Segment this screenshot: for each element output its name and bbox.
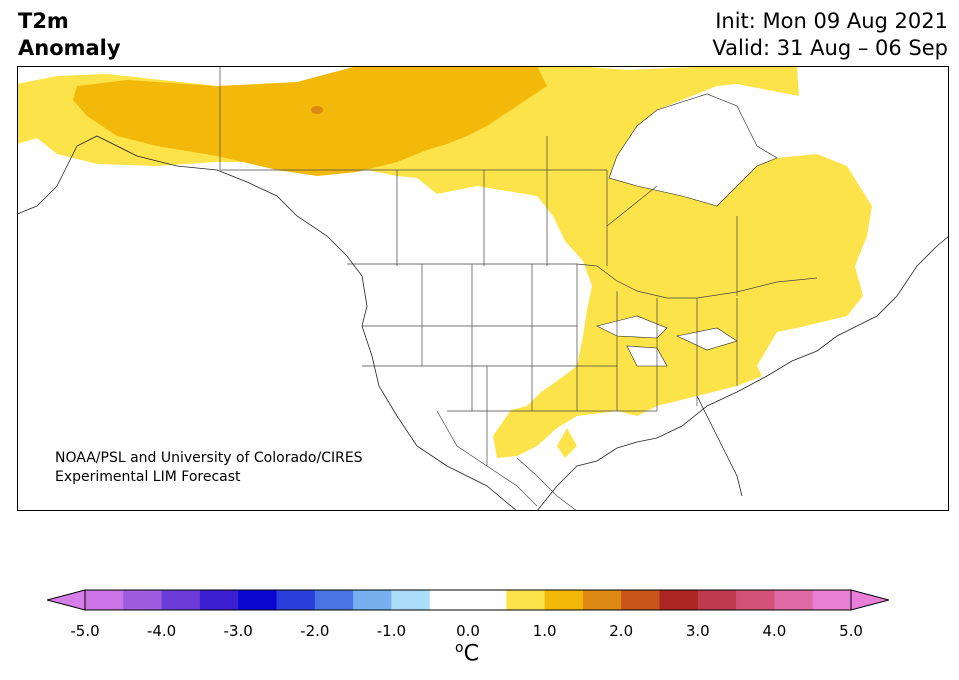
colorbar-bin [123,590,163,610]
colorbar-bin [353,590,392,610]
colorbar-bin [85,590,124,610]
title-line-1: T2m [18,9,69,33]
colorbar-tick-label: -4.0 [146,622,177,640]
title-line-2: Anomaly [18,36,121,60]
map-svg [17,66,949,511]
credit-text: NOAA/PSL and University of Colorado/CIRE… [55,449,363,487]
colorbar-min-extend [45,589,86,611]
colorbar-tick-label: -5.0 [70,622,100,640]
colorbar-bin [391,590,431,610]
colorbar-bin [314,590,354,610]
colorbar-bin [582,590,622,610]
colorbar-bin [544,590,584,610]
mexico-outline [436,410,578,511]
anomaly-1p0-to-1p5-region [73,66,547,176]
colorbar-svg [45,589,891,611]
anomaly-1p5-to-2p0-region [311,106,323,114]
colorbar-bin [199,590,239,610]
map-title: T2m Anomaly [18,8,121,62]
credit-line-2: Experimental LIM Forecast [55,469,241,485]
colorbar-tick-label: 0.0 [456,622,480,640]
colorbar-frame [84,589,852,611]
colorbar-bin [506,590,546,610]
colorbar-bin [736,590,775,610]
forecast-dates: Init: Mon 09 Aug 2021 Valid: 31 Aug – 06… [712,8,948,62]
credit-line-1: NOAA/PSL and University of Colorado/CIRE… [55,450,363,466]
colorbar-bin [621,590,660,610]
colorbar-bin [238,590,277,610]
colorbar-max-extend [850,589,891,611]
political-borders [219,66,818,466]
colorbar-tick-label: 1.0 [532,622,557,640]
degree-symbol: o [455,640,464,656]
colorbar-bin [429,590,469,610]
colorbar-tick-label: -1.0 [376,622,407,640]
colorbar-bin [468,590,507,610]
colorbar-ticks: -5.0 -4.0 -3.0 -2.0 -1.0 0.0 1.0 2.0 3.0 4.0 5.0 [0,622,959,642]
colorbar-tick-label: -2.0 [300,622,330,640]
colorbar-bin [812,590,852,610]
unit-symbol: C [463,641,479,667]
colorbar-tick-label: 4.0 [762,622,787,640]
colorbar-bin [697,590,737,610]
map-border [17,66,949,511]
valid-dates: Valid: 31 Aug – 06 Sep [712,36,948,60]
colorbar-tick-label: 2.0 [609,622,634,640]
coastlines [17,135,949,511]
colorbar-bin [774,590,814,610]
colorbar-unit-label: oC [455,640,479,666]
anomaly-map [17,66,949,511]
colorbar-tick-label: 5.0 [839,622,863,640]
colorbar [45,588,891,616]
colorbar-tick-label: -3.0 [223,622,253,640]
colorbar-bin [659,590,699,610]
init-date: Init: Mon 09 Aug 2021 [715,9,948,33]
colorbar-bin [161,590,201,610]
colorbar-tick-label: 3.0 [685,622,710,640]
colorbar-bin [276,590,316,610]
